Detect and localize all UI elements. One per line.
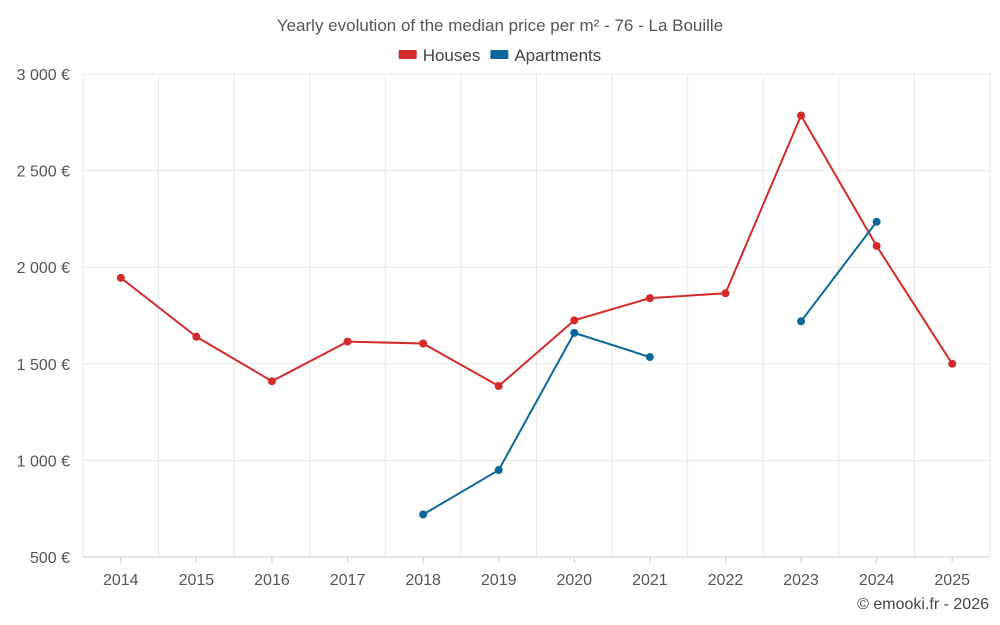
credit-label: © emooki.fr - 2026 bbox=[857, 596, 989, 613]
series-apartments bbox=[419, 217, 881, 519]
data-point-houses[interactable] bbox=[343, 337, 352, 346]
x-tick-label: 2025 bbox=[934, 572, 970, 589]
legend-swatch-apartments bbox=[490, 50, 509, 59]
y-tick-label: 3 000 € bbox=[17, 67, 70, 84]
data-point-houses[interactable] bbox=[797, 111, 806, 120]
data-point-houses[interactable] bbox=[419, 339, 428, 348]
legend-label-apartments: Apartments bbox=[514, 46, 601, 65]
data-point-houses[interactable] bbox=[116, 273, 125, 282]
data-point-houses[interactable] bbox=[192, 332, 201, 341]
data-point-houses[interactable] bbox=[494, 382, 503, 391]
x-tick-label: 2015 bbox=[179, 572, 215, 589]
x-tick-label: 2022 bbox=[708, 572, 744, 589]
x-tick-label: 2024 bbox=[859, 572, 895, 589]
data-point-houses[interactable] bbox=[267, 377, 276, 386]
x-tick-label: 2019 bbox=[481, 572, 517, 589]
y-tick-label: 500 € bbox=[30, 550, 70, 567]
series-layer bbox=[116, 111, 957, 519]
legend-label-houses: Houses bbox=[423, 46, 481, 65]
x-tick-label: 2017 bbox=[330, 572, 366, 589]
y-tick-label: 1 000 € bbox=[17, 453, 70, 470]
legend-item-houses[interactable]: Houses bbox=[398, 46, 481, 65]
data-point-apartments[interactable] bbox=[494, 466, 503, 475]
grid bbox=[82, 73, 991, 558]
data-point-houses[interactable] bbox=[721, 289, 730, 298]
legend-swatch-houses bbox=[398, 50, 417, 59]
legend: Houses Apartments bbox=[398, 46, 601, 65]
data-point-apartments[interactable] bbox=[570, 328, 579, 337]
x-tick-label: 2016 bbox=[254, 572, 290, 589]
data-point-apartments[interactable] bbox=[419, 510, 428, 519]
x-tick-label: 2014 bbox=[103, 572, 139, 589]
x-tick-label: 2018 bbox=[405, 572, 441, 589]
series-line-houses bbox=[120, 114, 954, 388]
y-tick-label: 2 500 € bbox=[17, 164, 70, 181]
data-point-houses[interactable] bbox=[570, 316, 579, 325]
x-tick-label: 2020 bbox=[556, 572, 592, 589]
y-tick-label: 2 000 € bbox=[17, 260, 70, 277]
chart-title: Yearly evolution of the median price per… bbox=[277, 16, 723, 35]
data-point-houses[interactable] bbox=[948, 359, 957, 368]
series-line-apartments bbox=[422, 331, 651, 516]
x-tick-label: 2021 bbox=[632, 572, 668, 589]
series-houses bbox=[116, 111, 957, 391]
series-line-apartments bbox=[800, 221, 878, 322]
data-point-houses[interactable] bbox=[872, 241, 881, 250]
data-point-apartments[interactable] bbox=[797, 317, 806, 326]
data-point-houses[interactable] bbox=[645, 294, 654, 303]
y-axis-ticks: 500 € 1 000 € 1 500 € 2 000 € 2 500 € 3 000 € bbox=[17, 67, 70, 567]
x-tick-label: 2023 bbox=[783, 572, 819, 589]
legend-item-apartments[interactable]: Apartments bbox=[490, 46, 601, 65]
data-point-apartments[interactable] bbox=[872, 217, 881, 226]
x-axis-ticks: 2014 2015 2016 2017 2018 2019 2020 2021 2022 2023… bbox=[103, 557, 970, 589]
data-point-apartments[interactable] bbox=[645, 353, 654, 362]
y-tick-label: 1 500 € bbox=[17, 357, 70, 374]
